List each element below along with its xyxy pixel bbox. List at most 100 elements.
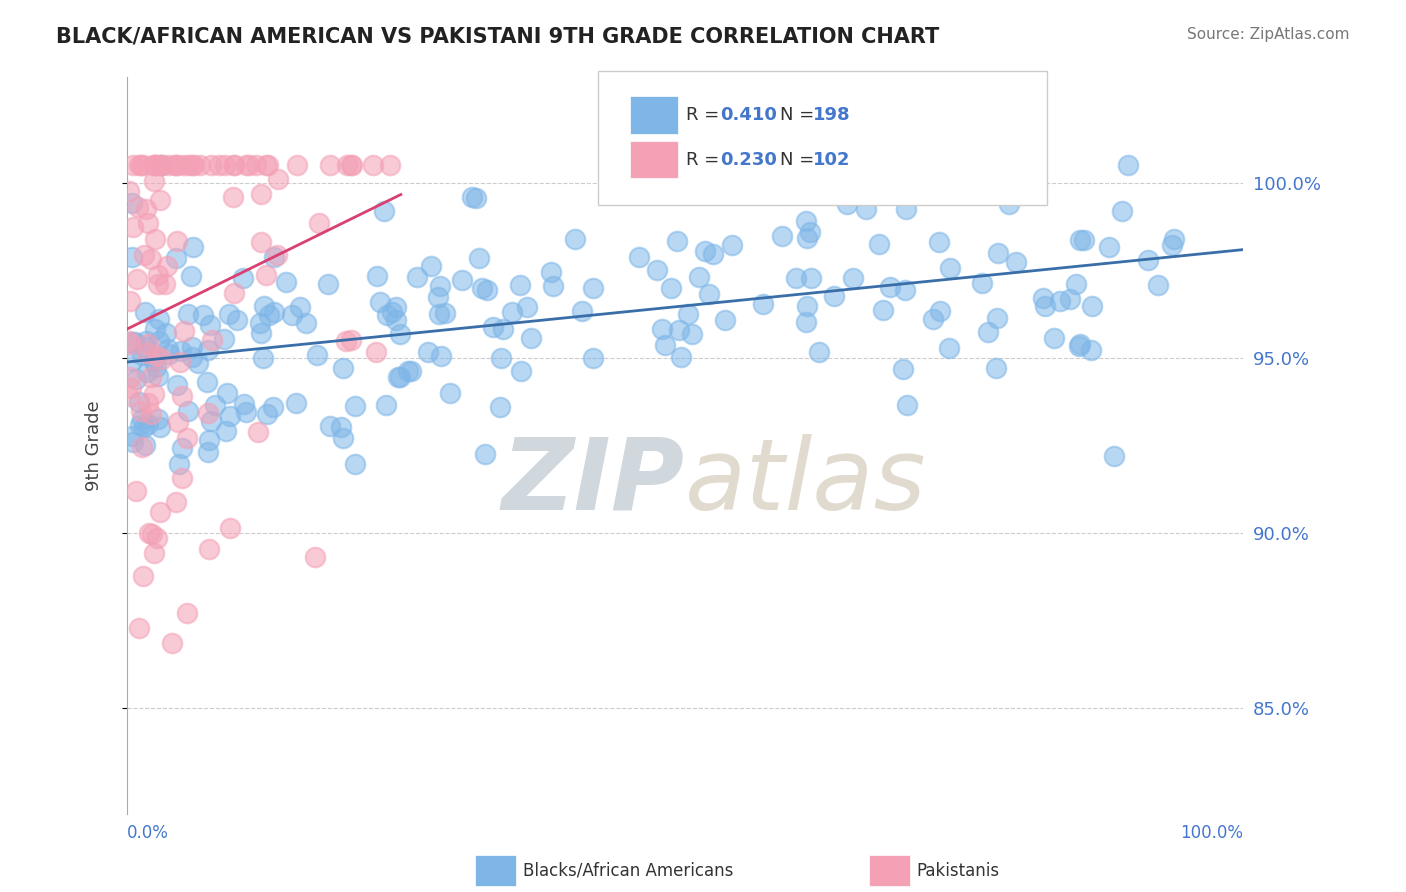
Text: R =: R = — [686, 151, 725, 169]
Point — [770, 229, 793, 244]
Point — [200, 158, 222, 172]
Point — [427, 289, 450, 303]
Point — [176, 432, 198, 446]
Point — [928, 235, 950, 249]
Point — [894, 202, 917, 216]
Point — [520, 331, 543, 345]
Point — [1081, 300, 1104, 314]
Point — [939, 260, 962, 275]
Point — [201, 333, 224, 347]
Point — [141, 526, 163, 541]
Point — [368, 294, 391, 309]
Point — [389, 369, 412, 384]
Point — [461, 190, 484, 204]
Point — [879, 280, 901, 294]
Point — [419, 259, 441, 273]
Point — [666, 234, 689, 248]
Point — [122, 158, 145, 172]
Text: Source: ZipAtlas.com: Source: ZipAtlas.com — [1187, 27, 1350, 42]
Point — [207, 158, 229, 172]
Point — [516, 301, 538, 315]
Point — [1069, 339, 1091, 353]
Point — [998, 197, 1021, 211]
Point — [1032, 291, 1054, 305]
Point — [165, 495, 187, 509]
Point — [167, 458, 190, 472]
Point — [160, 636, 183, 650]
Point — [429, 279, 451, 293]
Point — [928, 303, 950, 318]
Point — [581, 281, 603, 295]
Point — [121, 335, 143, 350]
Point — [259, 308, 281, 322]
Point — [163, 158, 186, 172]
Point — [120, 293, 142, 308]
Point — [335, 334, 357, 349]
Point — [149, 158, 172, 172]
Point — [1064, 277, 1087, 291]
Point — [335, 158, 357, 172]
Point — [288, 300, 311, 314]
Point — [464, 191, 486, 205]
Point — [180, 340, 202, 354]
Point — [197, 343, 219, 358]
Point — [139, 407, 162, 421]
Point — [796, 231, 818, 245]
Point — [129, 418, 152, 433]
Point — [970, 276, 993, 290]
Point — [387, 369, 409, 384]
Point — [439, 386, 461, 401]
Point — [146, 369, 169, 384]
Point — [145, 360, 167, 375]
Point — [156, 259, 179, 273]
Point — [373, 204, 395, 219]
Point — [135, 334, 157, 348]
Point — [149, 193, 172, 207]
Point — [122, 219, 145, 234]
Y-axis label: 9th Grade: 9th Grade — [86, 401, 103, 491]
Text: 100.0%: 100.0% — [1180, 824, 1243, 842]
Point — [235, 405, 257, 419]
Point — [295, 316, 318, 330]
Point — [922, 311, 945, 326]
Point — [156, 158, 179, 172]
Text: BLACK/AFRICAN AMERICAN VS PAKISTANI 9TH GRADE CORRELATION CHART: BLACK/AFRICAN AMERICAN VS PAKISTANI 9TH … — [56, 27, 939, 46]
Point — [319, 419, 342, 434]
Point — [145, 158, 167, 172]
Point — [254, 268, 277, 282]
Point — [149, 420, 172, 434]
Point — [187, 356, 209, 370]
Point — [214, 158, 236, 172]
Point — [152, 352, 174, 367]
Text: 198: 198 — [813, 106, 851, 124]
Point — [142, 354, 165, 368]
Point — [221, 190, 243, 204]
Point — [142, 174, 165, 188]
Point — [342, 158, 364, 172]
Text: 102: 102 — [813, 151, 851, 169]
Point — [340, 333, 363, 347]
Point — [381, 304, 404, 318]
Point — [697, 287, 720, 301]
Point — [128, 395, 150, 409]
Point — [1033, 299, 1056, 313]
Point — [276, 275, 298, 289]
Point — [150, 158, 173, 172]
Point — [124, 334, 146, 349]
Point — [492, 322, 515, 336]
Point — [238, 158, 260, 172]
Point — [235, 158, 257, 172]
Point — [262, 400, 284, 414]
Point — [198, 434, 221, 448]
Point — [1049, 293, 1071, 308]
Point — [891, 362, 914, 376]
Point — [361, 158, 384, 172]
Point — [146, 349, 169, 363]
Point — [319, 158, 342, 172]
Text: 0.0%: 0.0% — [127, 824, 169, 842]
Point — [125, 372, 148, 386]
Point — [751, 297, 773, 311]
Point — [132, 569, 155, 583]
Point — [191, 308, 214, 322]
Point — [344, 458, 367, 472]
